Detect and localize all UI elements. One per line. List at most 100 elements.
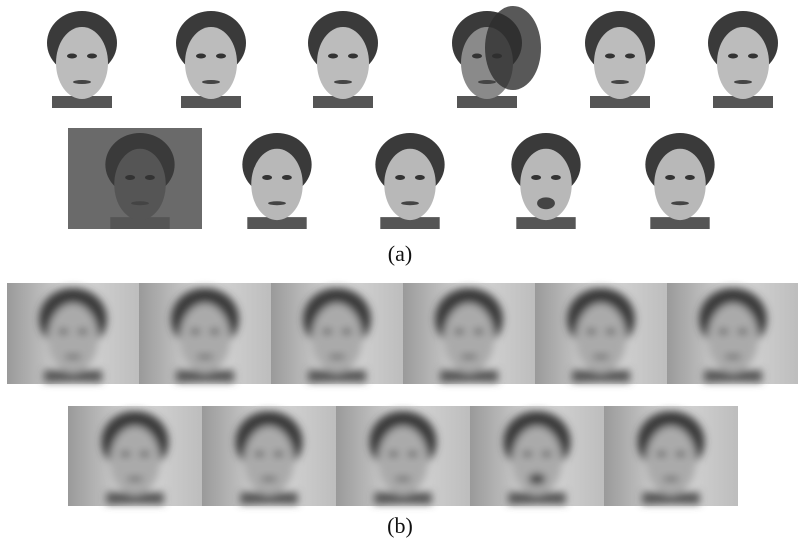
mouth xyxy=(260,477,278,481)
eye xyxy=(281,175,292,180)
skin xyxy=(443,303,495,374)
shoulders xyxy=(380,217,440,229)
shoulders xyxy=(175,370,235,382)
face-image xyxy=(637,410,705,504)
mouth xyxy=(460,354,478,359)
face-image xyxy=(645,132,715,229)
skin xyxy=(575,303,627,374)
face-image xyxy=(375,132,445,229)
mouth xyxy=(202,80,220,84)
shadow xyxy=(485,6,541,90)
skin xyxy=(317,27,369,99)
face xyxy=(171,287,239,382)
mouth xyxy=(268,201,286,206)
eye xyxy=(625,53,635,59)
shoulders xyxy=(571,370,631,382)
eye xyxy=(262,175,273,180)
face xyxy=(242,132,312,229)
face xyxy=(235,410,303,504)
eye xyxy=(665,175,676,180)
eye xyxy=(737,329,748,334)
eye xyxy=(473,329,484,334)
face-image xyxy=(585,11,655,108)
skin xyxy=(311,303,363,374)
eye xyxy=(454,329,465,334)
mouth xyxy=(196,354,214,359)
face xyxy=(708,11,778,108)
face-image xyxy=(511,132,581,229)
eye xyxy=(120,451,131,457)
face-image xyxy=(708,11,778,108)
skin xyxy=(47,303,99,374)
face xyxy=(645,132,715,229)
face xyxy=(303,287,371,382)
face xyxy=(105,132,175,229)
mouth xyxy=(592,354,610,359)
eye xyxy=(748,53,758,59)
face xyxy=(435,287,503,382)
eye xyxy=(216,53,226,59)
shoulders xyxy=(240,492,298,504)
eye xyxy=(605,329,616,334)
face xyxy=(511,132,581,229)
eye xyxy=(388,451,399,457)
eye xyxy=(196,53,206,59)
eye xyxy=(605,53,615,59)
panel-label: (a) xyxy=(388,241,412,266)
eye xyxy=(656,451,667,457)
mouth xyxy=(662,477,680,481)
eye xyxy=(139,451,150,457)
mouth xyxy=(724,354,742,359)
eye xyxy=(407,451,418,457)
eye xyxy=(586,329,597,334)
shoulders xyxy=(106,492,164,504)
eye xyxy=(684,175,695,180)
face xyxy=(176,11,246,108)
face-image xyxy=(171,287,239,382)
shoulders xyxy=(516,217,576,229)
face xyxy=(503,410,571,504)
skin xyxy=(646,426,696,496)
face xyxy=(375,132,445,229)
eye xyxy=(273,451,284,457)
shoulders xyxy=(43,370,103,382)
face xyxy=(369,410,437,504)
skin xyxy=(244,426,294,496)
eye xyxy=(550,175,561,180)
shoulders xyxy=(181,96,241,108)
shoulders xyxy=(110,217,170,229)
skin xyxy=(717,27,769,99)
eye xyxy=(328,53,338,59)
mouth xyxy=(126,477,144,481)
face xyxy=(47,11,117,108)
skin xyxy=(520,148,572,221)
shoulders xyxy=(590,96,650,108)
eye xyxy=(472,53,482,59)
mouth xyxy=(537,197,555,210)
skin xyxy=(185,27,237,99)
mouth xyxy=(528,473,546,485)
eye xyxy=(341,329,352,334)
shoulders xyxy=(313,96,373,108)
skin xyxy=(56,27,108,99)
face xyxy=(637,410,705,504)
face-image xyxy=(235,410,303,504)
face-image xyxy=(503,410,571,504)
face xyxy=(699,287,767,382)
face-image xyxy=(699,287,767,382)
skin xyxy=(512,426,562,496)
shoulders xyxy=(457,96,517,108)
mouth xyxy=(671,201,689,206)
shoulders xyxy=(713,96,773,108)
eye xyxy=(77,329,88,334)
mouth xyxy=(131,201,149,206)
eye xyxy=(675,451,686,457)
face-image xyxy=(105,132,175,229)
face-image xyxy=(435,287,503,382)
face xyxy=(585,11,655,108)
face-image xyxy=(567,287,635,382)
shoulders xyxy=(508,492,566,504)
mouth xyxy=(734,80,752,84)
face xyxy=(101,410,169,504)
shoulders xyxy=(642,492,700,504)
